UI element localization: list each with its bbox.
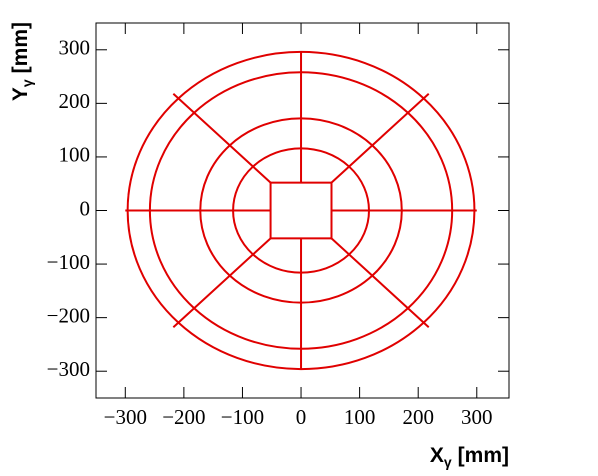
y-tick-label: 0 <box>80 196 91 220</box>
y-tick-label: −200 <box>47 303 90 327</box>
y-label-sub: γ <box>19 79 35 87</box>
y-tick-label: 300 <box>59 36 91 60</box>
y-tick-label: −300 <box>47 357 90 381</box>
y-tick-label: −100 <box>47 250 90 274</box>
square <box>269 181 333 240</box>
x-tick-label: −300 <box>104 405 147 429</box>
segment <box>172 92 272 184</box>
x-tick-label: 200 <box>402 405 434 429</box>
y-tick-label: 100 <box>59 143 91 167</box>
y-label-main: Y <box>9 87 32 101</box>
y-tick-label: 200 <box>59 89 91 113</box>
x-tick-label: 300 <box>461 405 493 429</box>
y-axis-label: Yγ [mm] <box>9 22 35 101</box>
x-label-sub: γ <box>444 454 452 470</box>
x-axis-label: Xγ [mm] <box>430 444 509 470</box>
x-tick-label: 100 <box>344 405 376 429</box>
y-label-unit: [mm] <box>9 22 32 73</box>
segment <box>330 92 430 184</box>
x-tick-label: 0 <box>296 405 307 429</box>
x-label-unit: [mm] <box>458 444 509 467</box>
x-tick-label: −100 <box>221 405 264 429</box>
segment <box>172 237 272 329</box>
segment <box>330 237 430 329</box>
x-label-main: X <box>430 444 444 467</box>
x-tick-label: −200 <box>162 405 205 429</box>
